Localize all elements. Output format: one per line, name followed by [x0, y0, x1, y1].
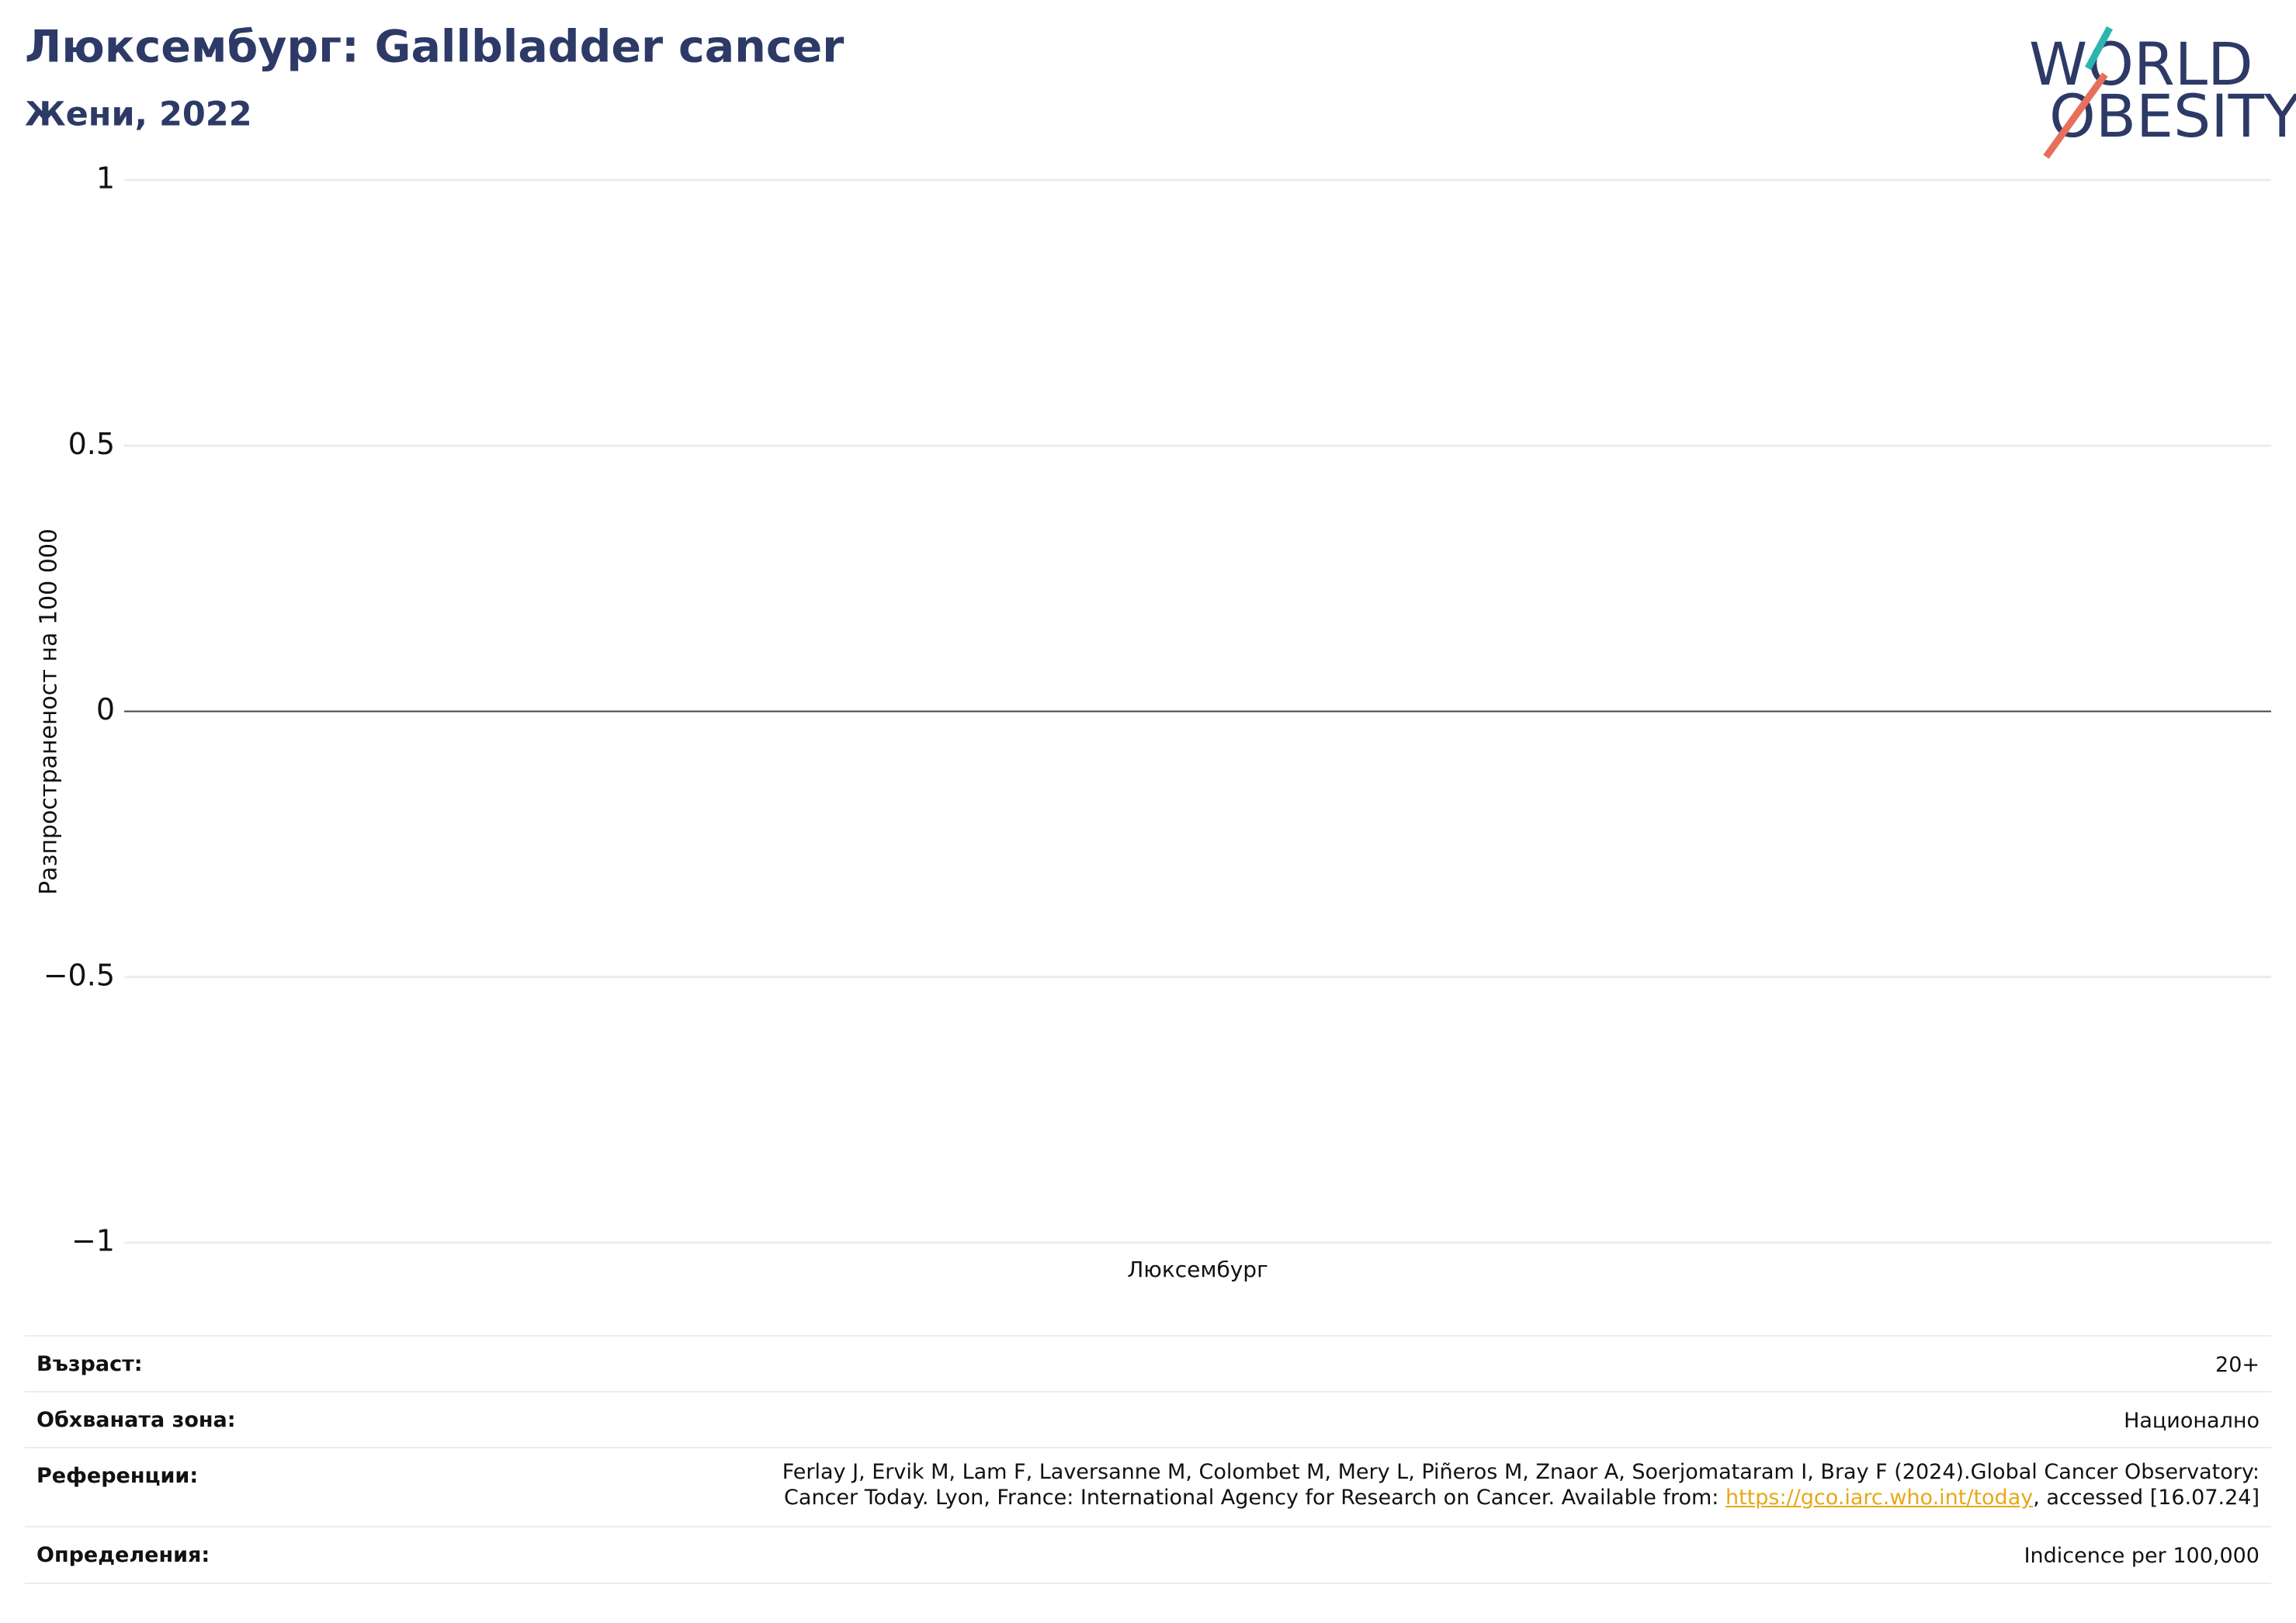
y-tick-label: 0.5 [68, 427, 115, 461]
row-value: Indicence per 100,000 [2024, 1544, 2260, 1568]
chart: Люксембург: Gallbladder cancer Жени, 202… [25, 22, 2296, 1282]
chart-title: Люксембург: Gallbladder cancer [25, 22, 844, 73]
reference-line: Cancer Today. Lyon, France: Internationa… [782, 1485, 2260, 1510]
logo: WORLD OBESITY [2029, 26, 2296, 159]
logo-slash [2043, 72, 2108, 159]
y-tick-label: 1 [96, 161, 115, 196]
reference-line: Ferlay J, Ervik M, Lam F, Laversanne M, … [782, 1460, 2260, 1484]
row-value: 20+ [2215, 1353, 2260, 1377]
x-tick-label: Люксембург [1127, 1257, 1268, 1282]
table-row: Възраст: 20+ [25, 1335, 2271, 1392]
row-label: Възраст: [36, 1352, 143, 1376]
chart-subtitle: Жени, 2022 [25, 95, 252, 134]
reference-text: Cancer Today. Lyon, France: Internationa… [784, 1486, 1725, 1510]
row-value: Национално [2124, 1409, 2260, 1433]
table-row: Обхваната зона: Национално [25, 1391, 2271, 1448]
reference-text: , accessed [16.07.24] [2033, 1486, 2260, 1510]
logo-text: OBESITY [2049, 81, 2296, 151]
y-tick-label: 0 [96, 692, 115, 727]
y-axis-label: Разпространеност на 100 000 [36, 529, 63, 895]
y-tick-label: −0.5 [43, 958, 115, 992]
reference-link[interactable]: https://gco.iarc.who.int/today [1725, 1486, 2034, 1510]
table-row: Референции: Ferlay J, Ervik M, Lam F, La… [25, 1447, 2271, 1528]
y-tick-label: −1 [71, 1224, 115, 1258]
row-value: Ferlay J, Ervik M, Lam F, Laversanne M, … [782, 1459, 2260, 1510]
table-row: Определения: Indicence per 100,000 [25, 1526, 2271, 1584]
logo-slash [2085, 26, 2113, 71]
logo-text: WORLD [2029, 29, 2253, 99]
row-label: Обхваната зона: [36, 1408, 236, 1432]
row-label: Определения: [36, 1543, 210, 1567]
row-label: Референции: [36, 1464, 199, 1488]
